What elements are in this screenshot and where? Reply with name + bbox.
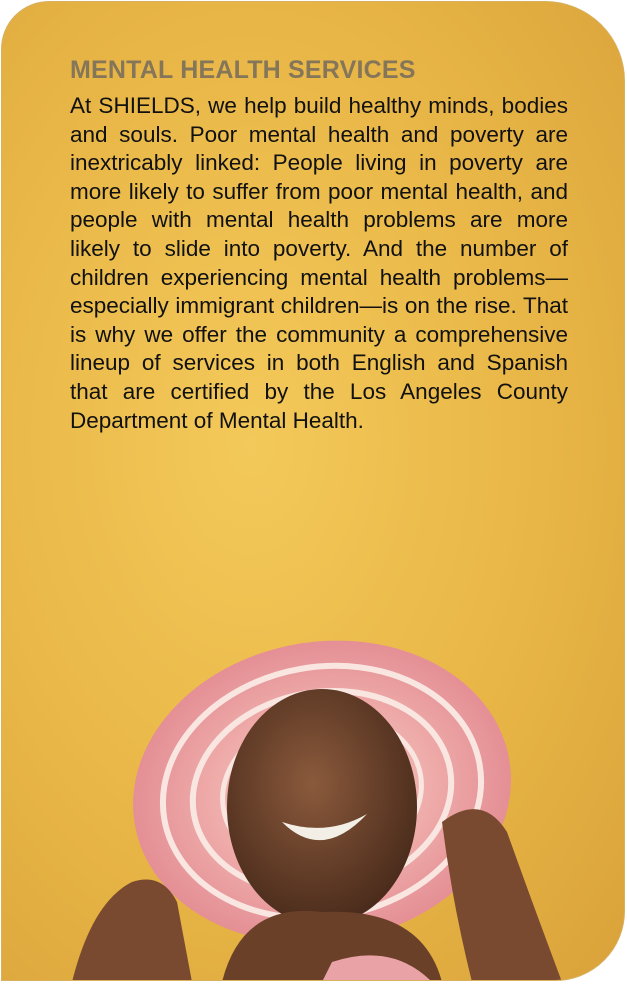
- body-text: At SHIELDS, we help build healthy minds,…: [70, 92, 568, 435]
- face: [227, 689, 417, 925]
- page: MENTAL HEALTH SERVICES At SHIELDS, we he…: [0, 0, 627, 984]
- title: MENTAL HEALTH SERVICES: [70, 56, 416, 85]
- right-hand: [442, 809, 562, 981]
- card: MENTAL HEALTH SERVICES At SHIELDS, we he…: [1, 1, 625, 981]
